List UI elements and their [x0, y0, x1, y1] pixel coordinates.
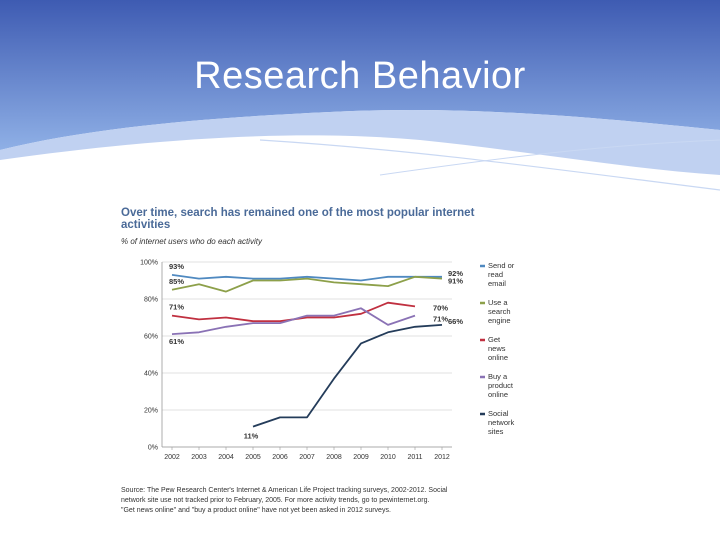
- y-tick-label: 80%: [144, 297, 158, 304]
- x-tick-label: 2003: [191, 454, 207, 461]
- chart-title-line: Over time, search has remained one of th…: [121, 207, 475, 219]
- legend-label-line: Send or: [488, 261, 515, 270]
- series-line-1: [171, 274, 442, 282]
- source-note-line: network site use not tracked prior to Fe…: [121, 497, 429, 504]
- x-tick-label: 2012: [434, 454, 450, 461]
- data-label: 61%: [169, 337, 184, 346]
- x-tick-label: 2006: [272, 454, 288, 461]
- legend-label-line: Use a: [488, 298, 508, 307]
- series-line-2: [171, 275, 443, 293]
- legend-label-line: online: [488, 390, 508, 399]
- legend-label-line: online: [488, 353, 508, 362]
- legend-label-line: Get: [488, 335, 501, 344]
- y-tick-label: 100%: [140, 260, 158, 267]
- legend-label-line: search: [488, 307, 511, 316]
- legend-label-line: news: [488, 344, 506, 353]
- x-tick-label: 2008: [326, 454, 342, 461]
- data-label: 11%: [244, 432, 259, 441]
- series-line-4: [171, 307, 416, 335]
- data-label: 92%: [448, 269, 463, 278]
- x-tick-label: 2005: [245, 454, 261, 461]
- data-label: 85%: [169, 277, 184, 286]
- legend-label-line: Buy a: [488, 372, 508, 381]
- x-tick-label: 2011: [407, 454, 422, 461]
- header-wave-line: [259, 139, 720, 191]
- legend-label-line: product: [488, 381, 514, 390]
- chart-title-line: activities: [121, 219, 170, 231]
- header-wave-line-2: [379, 139, 720, 176]
- header-band: [0, 0, 720, 191]
- x-tick-label: 2007: [299, 454, 315, 461]
- header-gradient: [0, 0, 720, 150]
- y-tick-label: 0%: [148, 445, 158, 452]
- data-label: 91%: [448, 277, 463, 286]
- y-tick-label: 60%: [144, 334, 158, 341]
- x-tick-label: 2004: [218, 454, 234, 461]
- data-label: 66%: [448, 317, 463, 326]
- source-note-line: "Get news online" and "buy a product onl…: [121, 507, 391, 514]
- legend-label-line: Social: [488, 409, 509, 418]
- data-label: 93%: [169, 262, 184, 271]
- legend-label-line: network: [488, 418, 515, 427]
- series-line-5: [252, 324, 443, 428]
- header-wave: [0, 110, 720, 175]
- x-tick-label: 2002: [164, 454, 180, 461]
- legend-label-line: read: [488, 270, 503, 279]
- x-tick-label: 2010: [380, 454, 396, 461]
- legend-label-line: email: [488, 279, 506, 288]
- x-tick-label: 2009: [353, 454, 369, 461]
- data-label: 71%: [433, 315, 448, 324]
- legend-label-line: engine: [488, 316, 511, 325]
- y-tick-label: 20%: [144, 408, 158, 415]
- chart-subtitle: % of internet users who do each activity: [121, 237, 263, 246]
- data-label: 71%: [169, 303, 184, 312]
- legend-label-line: sites: [488, 427, 504, 436]
- y-tick-label: 40%: [144, 371, 158, 378]
- source-note-line: Source: The Pew Research Center's Intern…: [121, 487, 448, 494]
- slide-title: Research Behavior: [194, 55, 526, 97]
- data-label: 70%: [433, 303, 448, 312]
